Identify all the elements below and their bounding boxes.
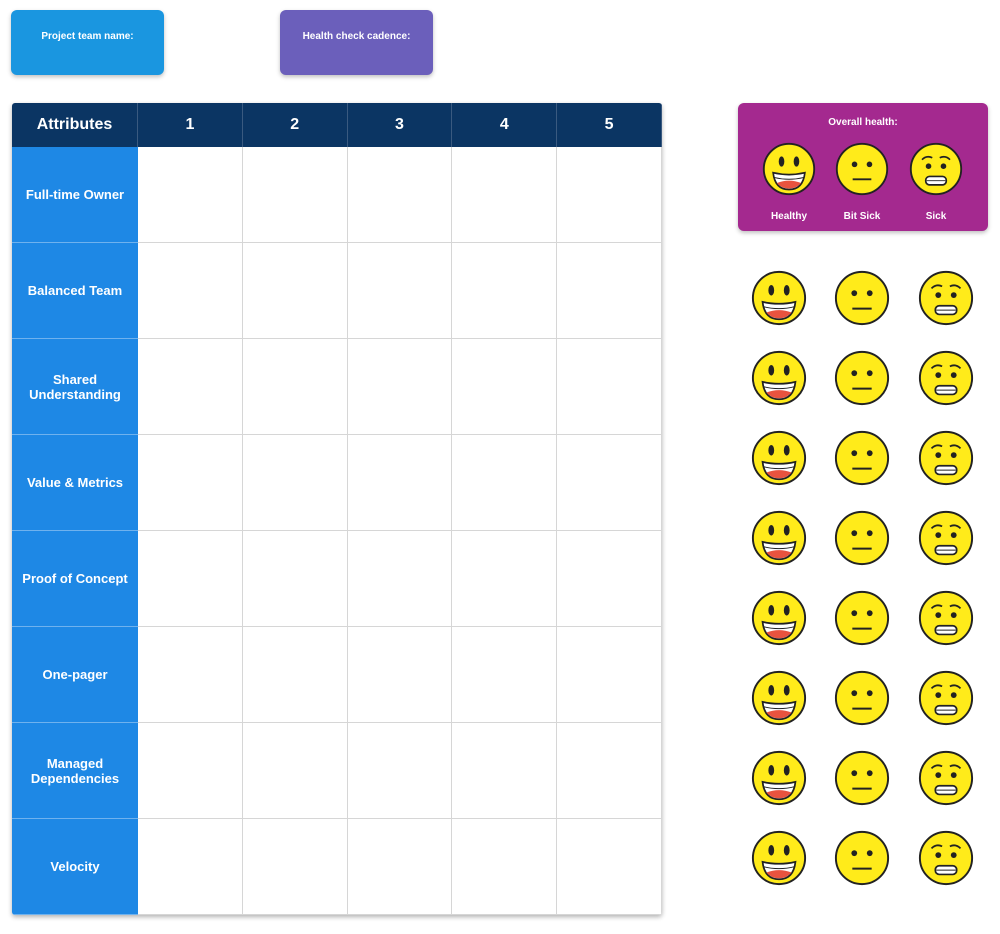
rating-cell[interactable] <box>138 723 243 819</box>
column-header: 5 <box>557 103 662 147</box>
rating-cell[interactable] <box>452 243 558 339</box>
rating-cell[interactable] <box>557 819 662 915</box>
face-neutral[interactable] <box>834 350 890 406</box>
rating-cell[interactable] <box>557 723 662 819</box>
row-label: Velocity <box>12 819 138 915</box>
face-happy[interactable] <box>751 270 807 326</box>
column-header: 1 <box>138 103 243 147</box>
rating-cell[interactable] <box>242 627 348 723</box>
row-label: One-pager <box>12 627 138 723</box>
rating-cell[interactable] <box>138 339 243 435</box>
face-sick[interactable] <box>918 670 974 726</box>
face-sick <box>909 142 963 196</box>
rating-cell[interactable] <box>138 627 243 723</box>
rating-cell[interactable] <box>557 435 662 531</box>
rating-cell[interactable] <box>557 147 662 243</box>
rating-cell[interactable] <box>242 723 348 819</box>
face-happy[interactable] <box>751 510 807 566</box>
face-happy[interactable] <box>751 350 807 406</box>
rating-cell[interactable] <box>347 531 453 627</box>
column-header: 3 <box>347 103 453 147</box>
rating-cell[interactable] <box>557 339 662 435</box>
health-level-label: Healthy <box>770 211 808 222</box>
face-sick[interactable] <box>918 350 974 406</box>
column-header: 2 <box>242 103 348 147</box>
row-label: Managed Dependencies <box>12 723 138 819</box>
face-neutral[interactable] <box>834 430 890 486</box>
rating-cell[interactable] <box>557 531 662 627</box>
face-neutral <box>835 142 889 196</box>
rating-cell[interactable] <box>138 531 243 627</box>
rating-cell[interactable] <box>347 723 453 819</box>
rating-cell[interactable] <box>242 435 348 531</box>
health-level-label: Sick <box>925 211 947 222</box>
face-sick[interactable] <box>918 830 974 886</box>
face-sick[interactable] <box>918 590 974 646</box>
face-happy[interactable] <box>751 830 807 886</box>
overall-health-title: Overall health: <box>828 117 898 128</box>
rating-cell[interactable] <box>452 723 558 819</box>
face-happy[interactable] <box>751 430 807 486</box>
face-neutral[interactable] <box>834 510 890 566</box>
face-sick[interactable] <box>918 510 974 566</box>
rating-cell[interactable] <box>242 243 348 339</box>
rating-cell[interactable] <box>557 243 662 339</box>
face-happy[interactable] <box>751 590 807 646</box>
face-neutral[interactable] <box>834 830 890 886</box>
face-neutral[interactable] <box>834 670 890 726</box>
row-label: Proof of Concept <box>12 531 138 627</box>
rating-cell[interactable] <box>452 435 558 531</box>
face-happy[interactable] <box>751 670 807 726</box>
face-sick[interactable] <box>918 270 974 326</box>
rating-cell[interactable] <box>242 339 348 435</box>
row-label: Balanced Team <box>12 243 138 339</box>
rating-cell[interactable] <box>452 147 558 243</box>
rating-cell[interactable] <box>452 627 558 723</box>
face-neutral[interactable] <box>834 590 890 646</box>
rating-cell[interactable] <box>452 531 558 627</box>
cadence-note[interactable]: Health check cadence: <box>280 10 433 75</box>
team-name-note[interactable]: Project team name: <box>11 10 164 75</box>
face-neutral[interactable] <box>834 270 890 326</box>
column-header: Attributes <box>12 103 138 147</box>
rating-cell[interactable] <box>242 147 348 243</box>
column-header: 4 <box>452 103 558 147</box>
rating-cell[interactable] <box>138 243 243 339</box>
rating-cell[interactable] <box>138 819 243 915</box>
row-label: Value & Metrics <box>12 435 138 531</box>
rating-cell[interactable] <box>347 147 453 243</box>
rating-cell[interactable] <box>138 147 243 243</box>
rating-cell[interactable] <box>347 339 453 435</box>
row-label: Shared Understanding <box>12 339 138 435</box>
health-table: Attributes 1 2 3 4 5 Full-time Owner Balanced T… <box>12 103 662 915</box>
face-neutral[interactable] <box>834 750 890 806</box>
rating-cell[interactable] <box>242 531 348 627</box>
rating-cell[interactable] <box>138 435 243 531</box>
face-happy <box>762 142 816 196</box>
rating-cell[interactable] <box>347 627 453 723</box>
face-sick[interactable] <box>918 430 974 486</box>
rating-cell[interactable] <box>347 435 453 531</box>
face-happy[interactable] <box>751 750 807 806</box>
rating-cell[interactable] <box>347 243 453 339</box>
row-label: Full-time Owner <box>12 147 138 243</box>
rating-cell[interactable] <box>452 339 558 435</box>
rating-cell[interactable] <box>242 819 348 915</box>
rating-cell[interactable] <box>557 627 662 723</box>
rating-cell[interactable] <box>347 819 453 915</box>
health-level-label: Bit Sick <box>843 211 881 222</box>
face-sick[interactable] <box>918 750 974 806</box>
rating-cell[interactable] <box>452 819 558 915</box>
